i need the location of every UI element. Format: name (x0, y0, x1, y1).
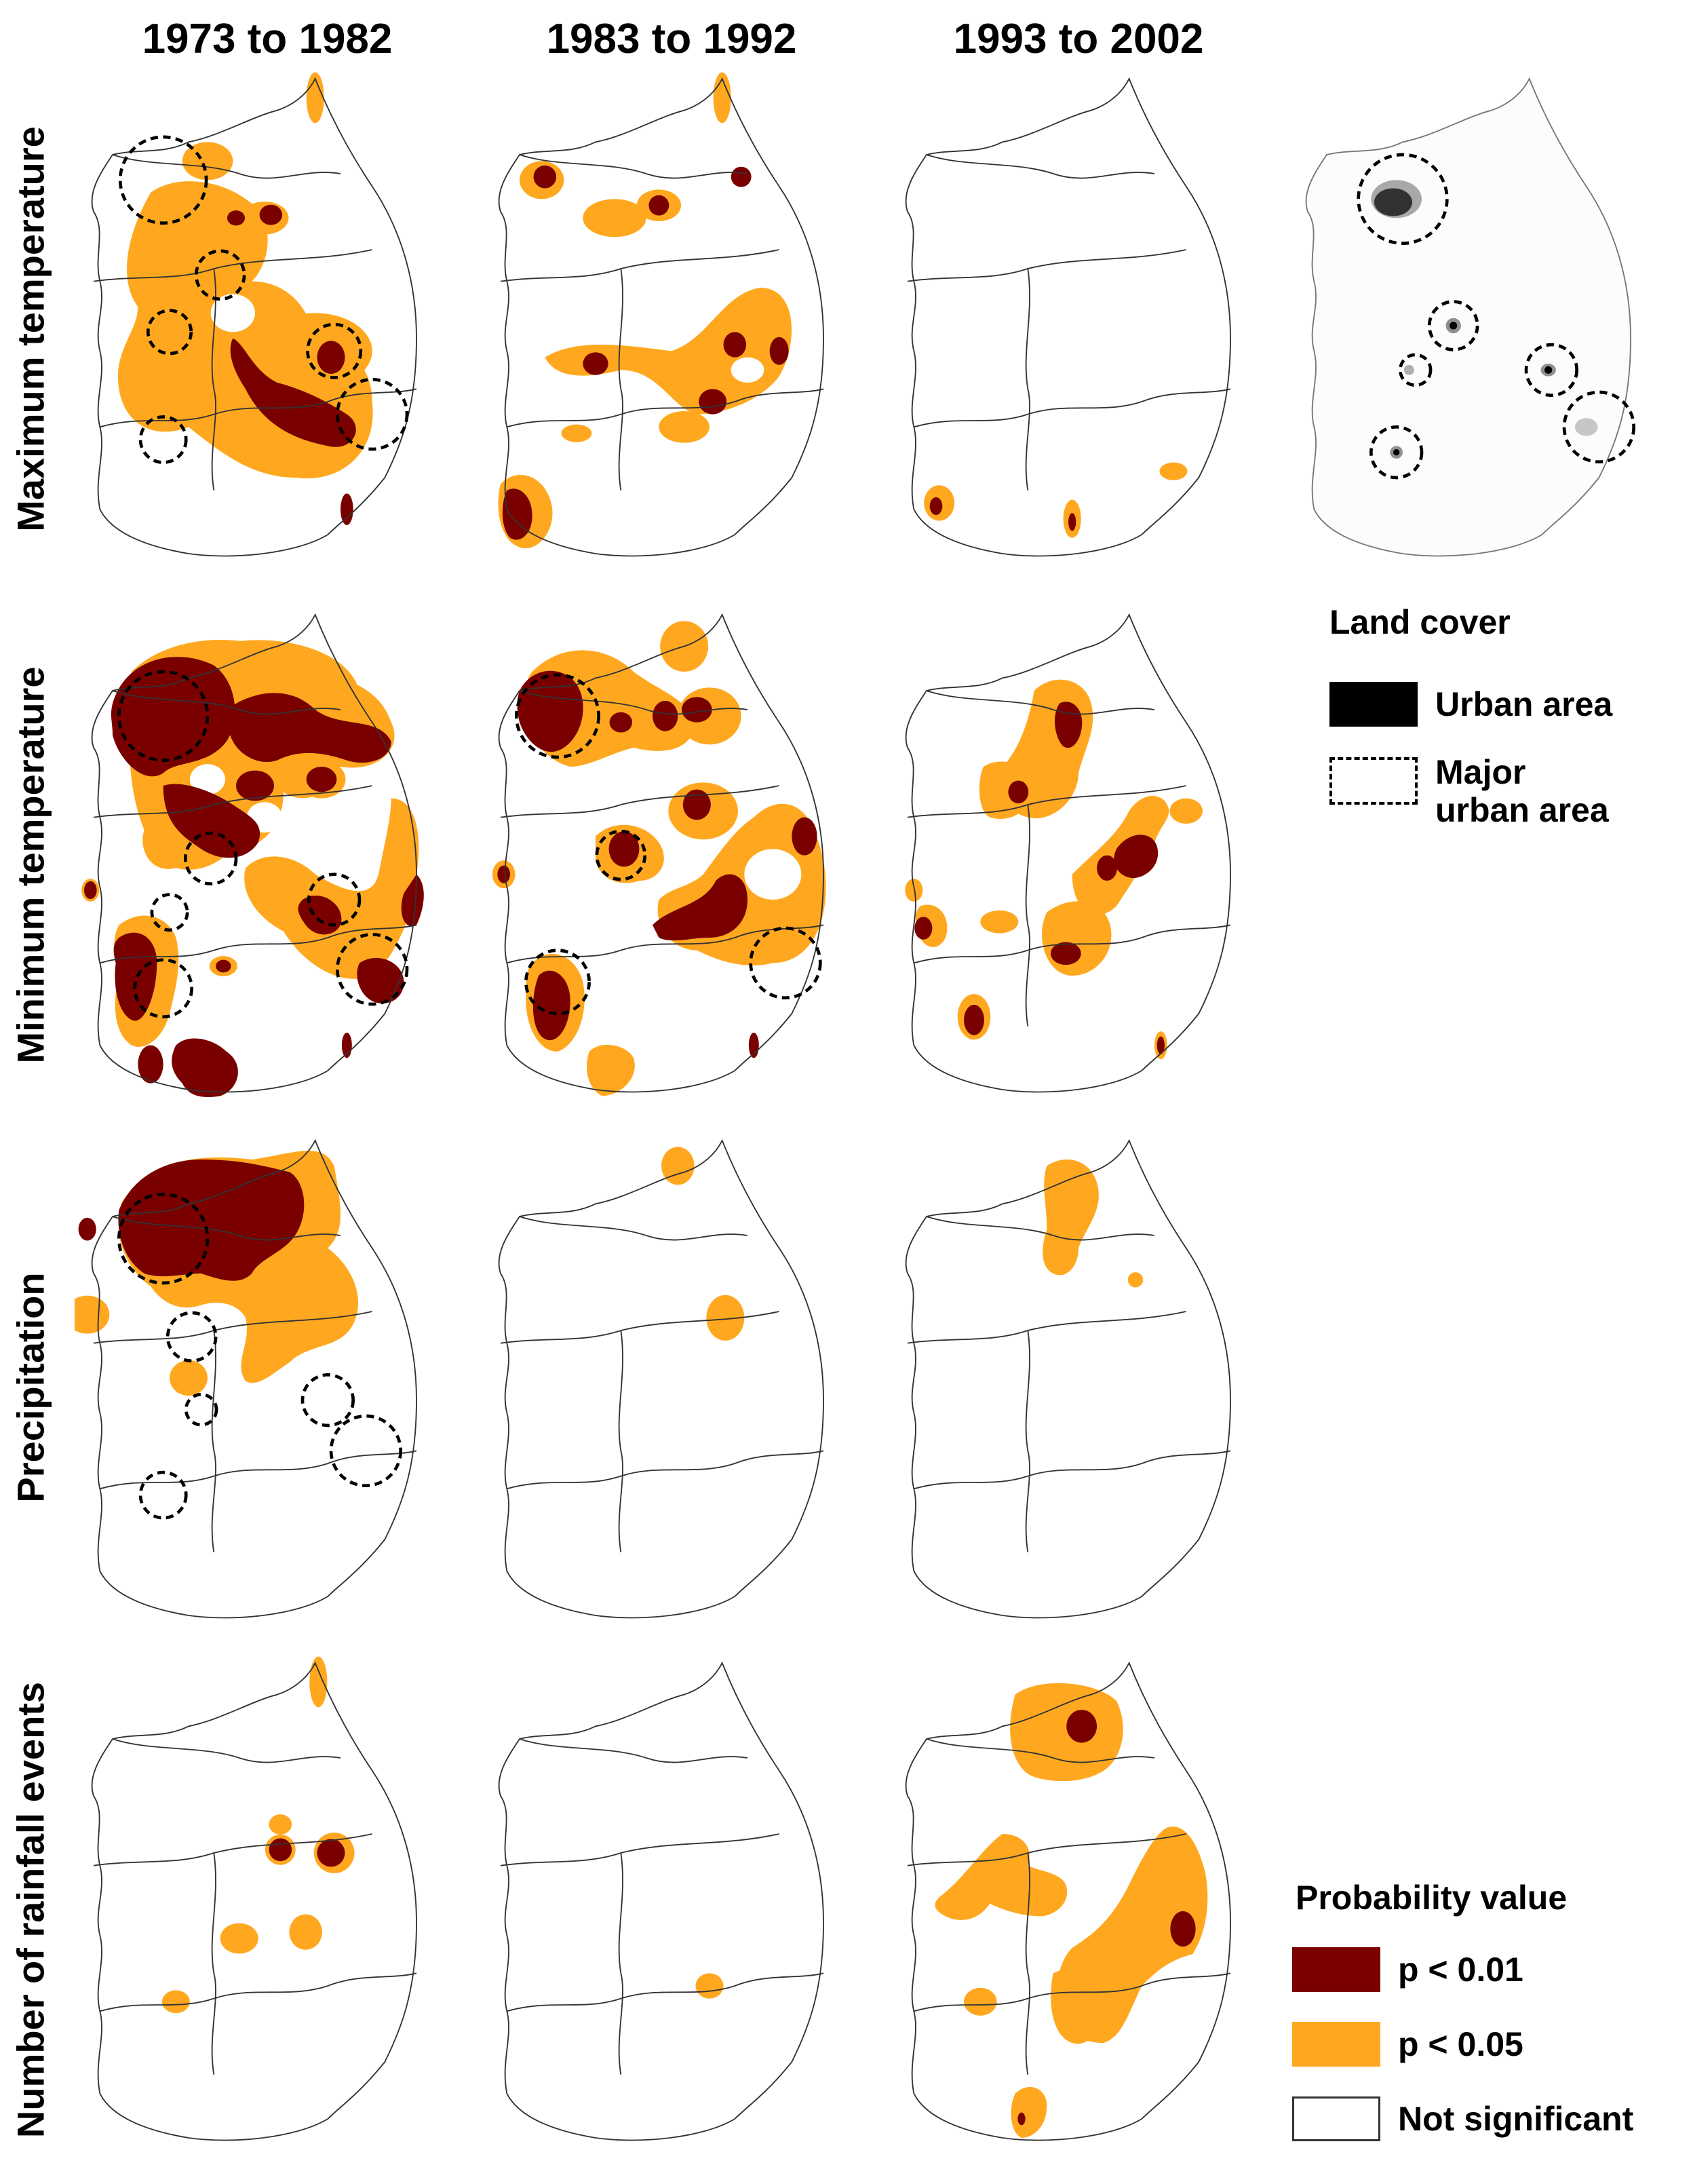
sig-areas (695, 1973, 724, 1999)
sig-areas (935, 1683, 1208, 2138)
map-max-temp-1973 (75, 58, 454, 594)
map-min-temp-1983 (482, 594, 861, 1130)
high-sig-areas (497, 670, 817, 1058)
urban-swatch (1329, 682, 1418, 727)
p001-label: p < 0.01 (1398, 1951, 1523, 1989)
map-precip-1973 (75, 1119, 454, 1655)
major-urban-circles (117, 1193, 402, 1520)
high-sig-areas (227, 204, 356, 525)
legend-p001: p < 0.01 (1292, 1947, 1523, 1992)
probability-legend-title: Probability value (1296, 1879, 1568, 1917)
column-title-1983-1992: 1983 to 1992 (546, 16, 797, 62)
not-significant-swatch (1292, 2096, 1380, 2141)
map-precip-1983 (482, 1119, 861, 1655)
legend-p005: p < 0.05 (1292, 2022, 1523, 2067)
sig-areas (905, 679, 1203, 1060)
row-label-max-temp: Maximum temperature (9, 126, 52, 532)
column-title-1973-1982: 1973 to 1982 (142, 16, 393, 62)
major-urban-circles (117, 670, 409, 1018)
column-title-1993-2002: 1993 to 2002 (953, 16, 1204, 62)
map-rainfall-1993 (889, 1642, 1268, 2178)
sig-areas (161, 1656, 355, 2014)
urban-area-label: Urban area (1435, 685, 1613, 723)
map-outline (498, 77, 824, 557)
row-label-precipitation-wrap: Precipitation (0, 1119, 61, 1655)
high-sig-areas (502, 165, 789, 540)
high-sig-areas (1017, 1710, 1196, 2126)
major-urban-circles (118, 135, 409, 464)
sig-areas (661, 1147, 745, 1341)
map-max-temp-1993 (889, 58, 1268, 594)
major-urban-swatch (1329, 757, 1418, 805)
map-outline (91, 77, 417, 557)
major-urban-circles (1357, 153, 1635, 480)
major-urban-label-line1: Major (1435, 753, 1526, 791)
map-outline (905, 77, 1231, 557)
sig-areas (924, 462, 1188, 538)
row-label-min-temp: Minimum temperature (9, 666, 52, 1064)
map-precip-1993 (889, 1119, 1268, 1655)
urban-cores (1374, 188, 1553, 456)
major-urban-label: Major urban area (1435, 753, 1609, 829)
map-outline (905, 1138, 1231, 1619)
major-urban-label-line2: urban area (1435, 791, 1609, 829)
row-label-rainfall-events: Number of rainfall events (9, 1681, 52, 2139)
map-outline (905, 1661, 1231, 2141)
legend-urban-area: Urban area (1329, 682, 1612, 727)
map-rainfall-1983 (482, 1642, 861, 2178)
map-outline (91, 1661, 417, 2141)
land-cover-legend-title: Land cover (1329, 603, 1511, 641)
p001-swatch (1292, 1947, 1380, 1992)
map-rainfall-1973 (75, 1642, 454, 2178)
legend-major-urban-area: Major urban area (1329, 753, 1609, 829)
row-label-rainfall-events-wrap: Number of rainfall events (0, 1642, 61, 2178)
map-min-temp-1993 (889, 594, 1268, 1130)
high-sig-areas (78, 1160, 305, 1281)
map-outline (498, 1661, 824, 2141)
map-outline (905, 613, 1231, 1093)
row-label-precipitation: Precipitation (9, 1272, 52, 1503)
high-sig-areas (914, 702, 1165, 1054)
high-sig-areas (929, 497, 1076, 531)
sig-areas (498, 72, 792, 549)
not-significant-label: Not significant (1398, 2100, 1634, 2138)
sig-areas (1043, 1160, 1144, 1288)
map-outline (1305, 77, 1631, 557)
row-label-max-temp-wrap: Maximum temperature (0, 61, 61, 597)
map-outline (498, 1138, 824, 1619)
map-outline (91, 613, 417, 1093)
row-label-min-temp-wrap: Minimum temperature (0, 597, 61, 1133)
map-max-temp-1983 (482, 58, 861, 594)
p005-swatch (1292, 2022, 1380, 2067)
legend-not-significant: Not significant (1292, 2096, 1633, 2141)
map-land-cover (1289, 58, 1669, 594)
map-min-temp-1973 (75, 594, 454, 1130)
p005-label: p < 0.05 (1398, 2025, 1523, 2063)
